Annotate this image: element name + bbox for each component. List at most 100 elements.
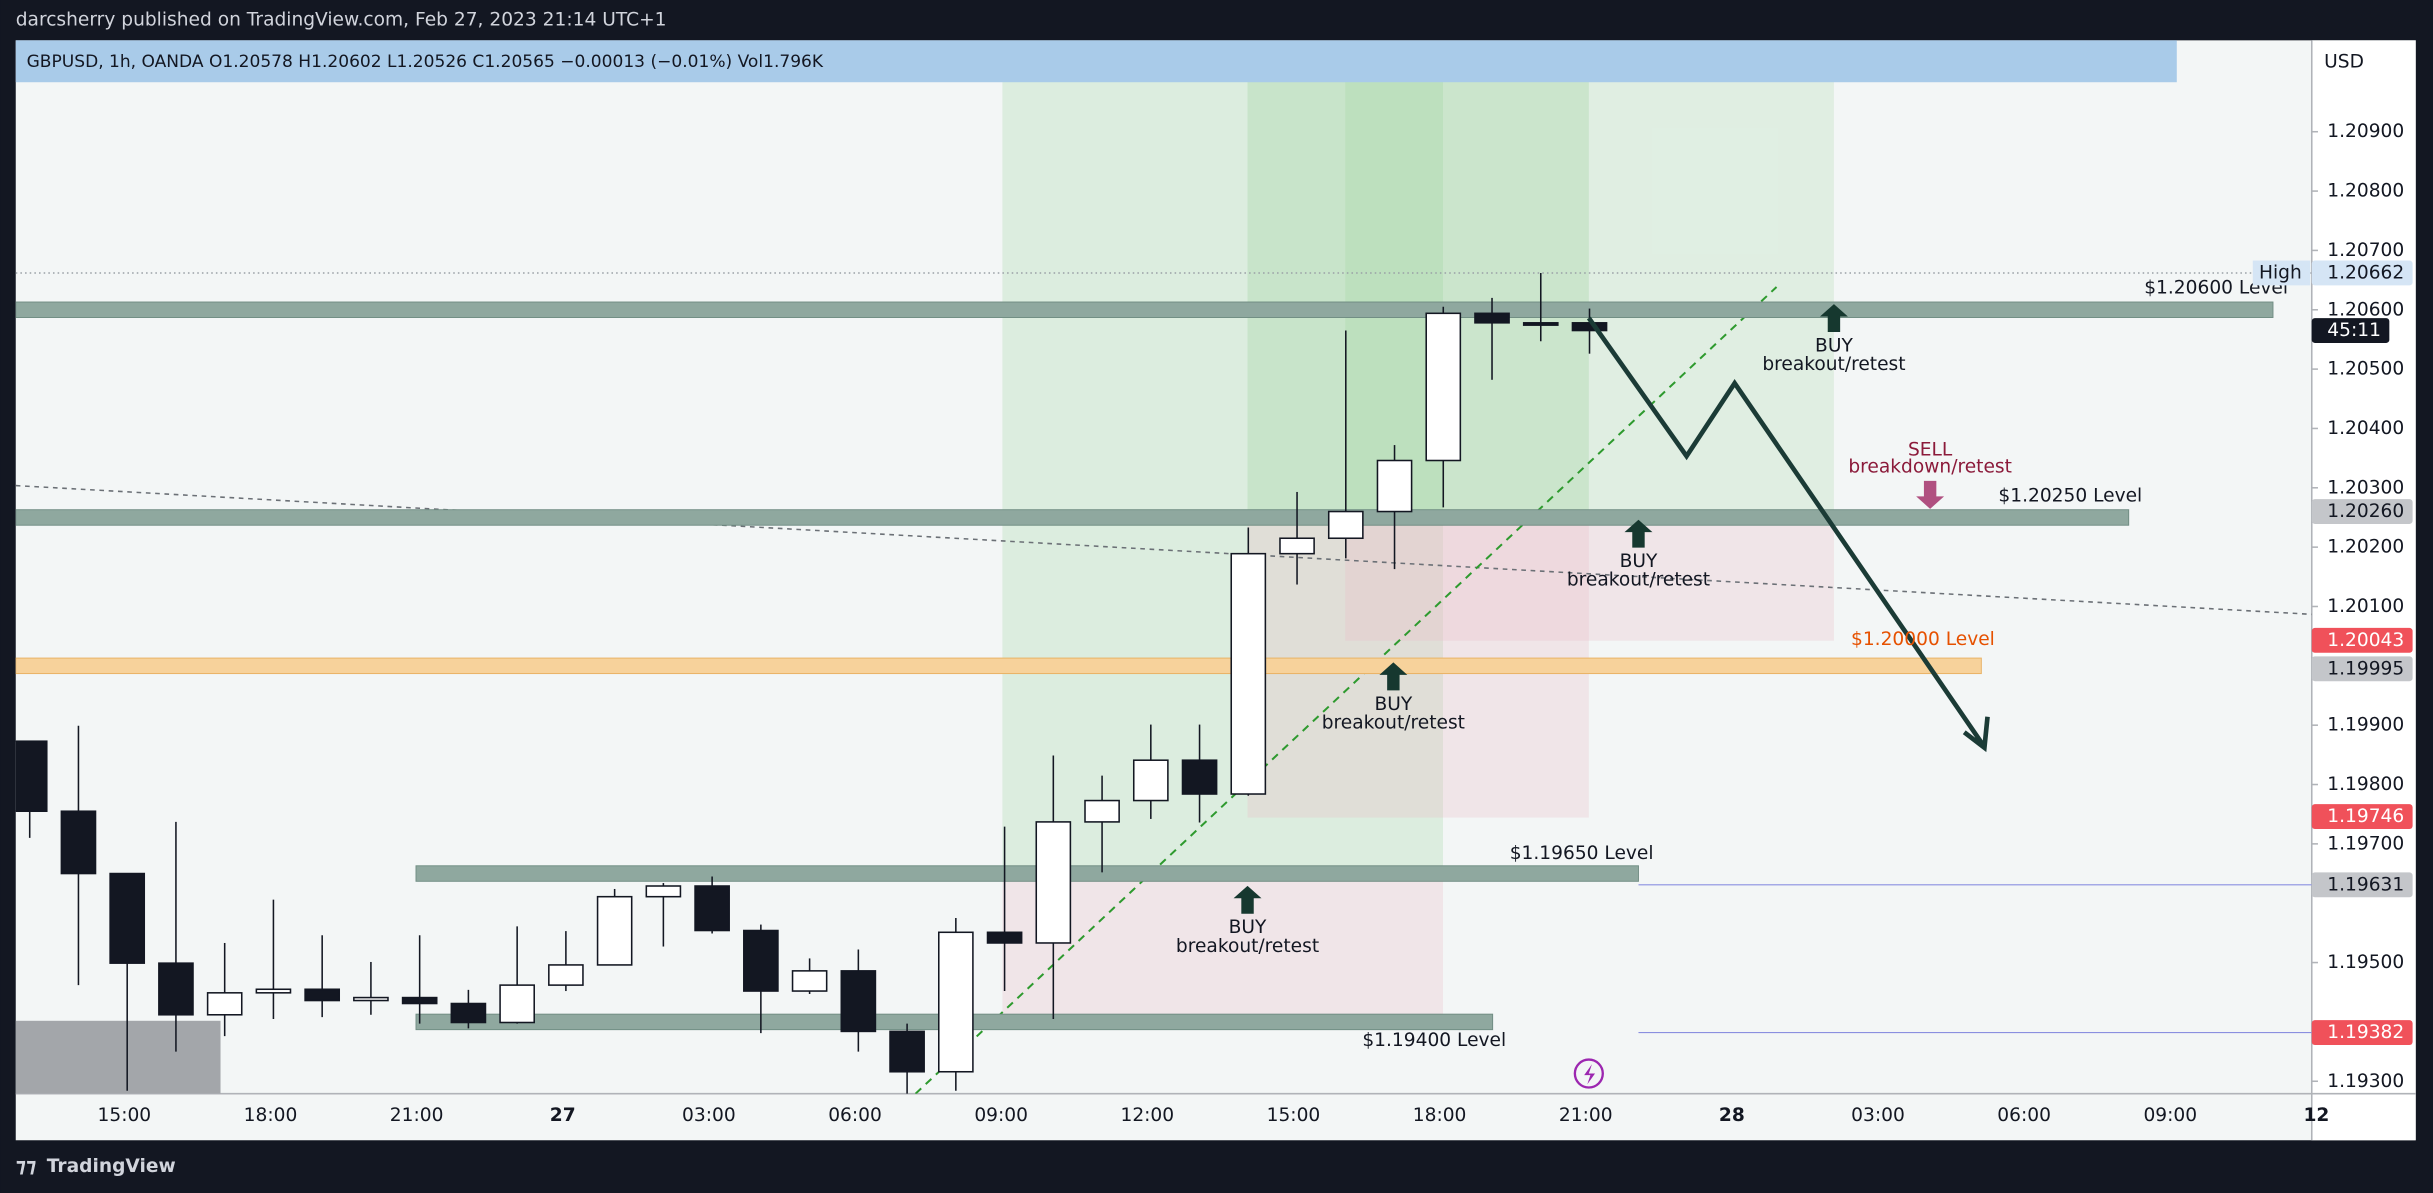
candle-body	[937, 931, 974, 1073]
y-tick-label: 1.19900	[2327, 715, 2404, 736]
candle-body	[1181, 759, 1218, 795]
candle-body	[1522, 322, 1559, 326]
price-tag-label: 1.20043	[2327, 630, 2404, 651]
trend-line	[914, 286, 1778, 1094]
candle-body	[1230, 552, 1267, 795]
candle-body	[694, 885, 730, 932]
level-zone	[15, 657, 1982, 675]
candle-body	[499, 984, 535, 1024]
x-tick-label: 21:00	[390, 1105, 444, 1126]
y-tick-label: 1.20900	[2327, 121, 2404, 142]
y-tick-label: 1.20700	[2327, 240, 2404, 261]
event-icon[interactable]	[1573, 1058, 1604, 1089]
y-tick-label: 1.20600	[2327, 299, 2404, 320]
price-tag	[2311, 627, 2413, 653]
x-tick-label: 27	[550, 1105, 576, 1126]
y-tick-label: 1.20300	[2327, 477, 2404, 498]
y-tick-label: 1.20100	[2327, 596, 2404, 617]
x-tick-label: 28	[1719, 1105, 1745, 1126]
x-tick-label: 03:00	[682, 1105, 736, 1126]
buy-arrow	[1819, 304, 1848, 332]
y-tick-label: 1.20500	[2327, 359, 2404, 380]
candle-body	[1132, 759, 1169, 802]
projection-arrow	[1586, 316, 1990, 753]
price-tag	[2311, 1020, 2413, 1045]
candle-body	[548, 964, 584, 986]
stop-zone	[1002, 881, 1443, 1024]
level-label: $1.20000 Level	[1851, 629, 1995, 650]
legend: GBPUSD, 1h, OANDA O1.20578 H1.20602 L1.2…	[27, 52, 824, 72]
level-label: $1.19650 Level	[1510, 843, 1654, 864]
price-axis	[2311, 40, 2416, 1141]
price-tag-label: 1.19995	[2327, 658, 2404, 679]
countdown-tag	[2311, 318, 2390, 343]
x-tick-label: 06:00	[1997, 1105, 2051, 1126]
annotation: breakout/retest	[1176, 936, 1319, 957]
candle-body	[1327, 510, 1364, 540]
buy-arrow	[1624, 519, 1653, 548]
y-tick-label: 1.19800	[2327, 774, 2404, 795]
candle-body	[109, 872, 146, 964]
candle-body	[255, 988, 292, 994]
sell-arrow	[1916, 480, 1945, 509]
buy-arrow	[1233, 885, 1262, 914]
candle-body	[15, 740, 48, 813]
candle-body	[1425, 312, 1462, 462]
candle-body	[1084, 799, 1120, 823]
annotation: breakdown/retest	[1848, 456, 2012, 477]
shade	[15, 1020, 221, 1094]
plot	[15, 40, 2312, 1094]
candle-body	[889, 1030, 925, 1073]
x-tick-label: 03:00	[1851, 1105, 1905, 1126]
brand: TradingView	[47, 1156, 176, 1177]
x-tick-label: 09:00	[974, 1105, 1028, 1126]
x-tick-label: 12:00	[1120, 1105, 1174, 1126]
candle-body	[158, 962, 194, 1016]
candle-body	[353, 996, 389, 1002]
candle-body	[1571, 322, 1608, 332]
countdown: 45:11	[2327, 320, 2381, 341]
y-tick-label: 1.20400	[2327, 418, 2404, 439]
candle-body	[1376, 459, 1413, 513]
candle-body	[840, 970, 877, 1033]
y-tick-label: 1.19500	[2327, 952, 2404, 973]
candle-body	[1474, 312, 1510, 324]
target-zone	[1345, 40, 1834, 512]
candle-body	[60, 810, 97, 875]
price-tag	[2311, 656, 2413, 682]
y-tick-label: 1.19300	[2327, 1071, 2404, 1092]
level-zone	[15, 301, 2274, 318]
annotation: BUY	[1229, 917, 1267, 938]
annotation: BUY	[1620, 551, 1658, 572]
level-zone	[415, 865, 1639, 882]
price-tag-name: High	[2259, 262, 2302, 283]
x-tick-label: 12	[2303, 1105, 2329, 1126]
level-label: $1.20600 Level	[2144, 278, 2288, 299]
candle-body	[645, 885, 682, 898]
candle-body	[450, 1002, 487, 1024]
level-zone	[15, 509, 2130, 526]
y-tick-label: 1.20800	[2327, 181, 2404, 202]
logo: ⁊⁊	[16, 1153, 37, 1177]
candle-body	[304, 988, 341, 1002]
x-tick-label: 15:00	[98, 1105, 152, 1126]
price-tag-label: 1.20662	[2327, 262, 2404, 283]
x-tick-label: 21:00	[1559, 1105, 1613, 1126]
stop-zone	[1345, 511, 1834, 641]
price-tag-label: 1.20260	[2327, 501, 2404, 522]
candle-body	[1035, 821, 1072, 944]
x-tick-label: 15:00	[1267, 1105, 1321, 1126]
price-tag-label: 1.19746	[2327, 806, 2404, 827]
y-tick-label: 1.19700	[2327, 833, 2404, 854]
annotation: breakout/retest	[1567, 570, 1710, 591]
event-icon	[1584, 1064, 1596, 1085]
y-unit: USD	[2324, 52, 2364, 73]
annotation: BUY	[1815, 335, 1853, 356]
x-tick-label: 18:00	[1413, 1105, 1467, 1126]
x-tick-label: 18:00	[244, 1105, 298, 1126]
candle-body	[791, 970, 828, 992]
x-tick-label: 06:00	[828, 1105, 882, 1126]
price-tag-name	[2252, 260, 2311, 286]
